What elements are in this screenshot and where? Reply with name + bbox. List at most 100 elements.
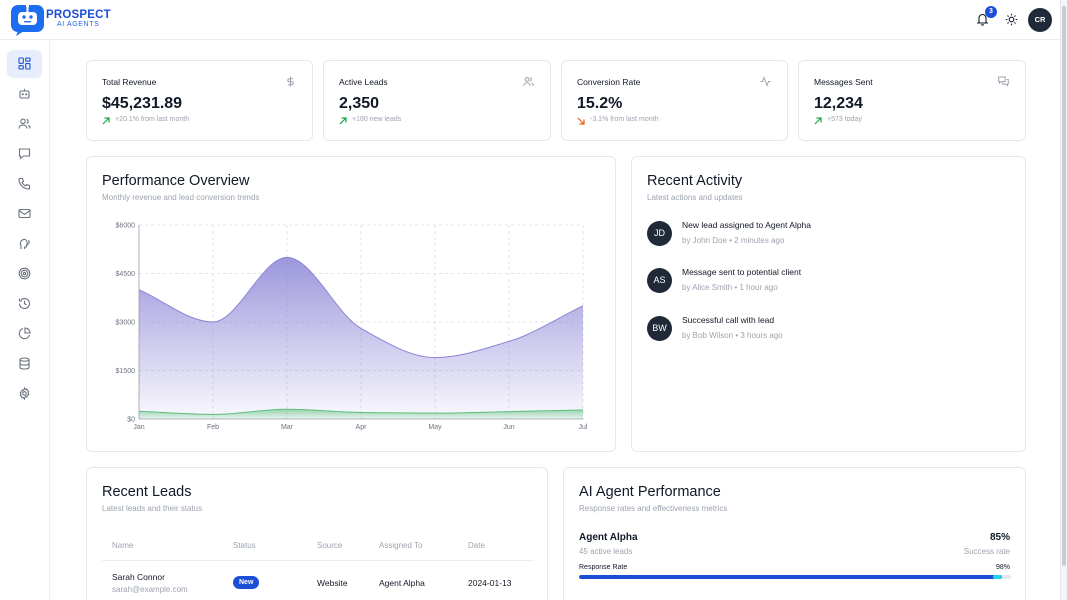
x-tick-label: Feb xyxy=(207,424,219,431)
history-icon xyxy=(18,297,30,309)
user-avatar[interactable]: CR xyxy=(1028,8,1052,32)
database-icon xyxy=(19,357,30,370)
card-subtitle: Latest actions and updates xyxy=(647,193,743,202)
lead-email: sarah@example.com xyxy=(112,585,188,594)
messages-icon xyxy=(998,76,1009,87)
brand[interactable]: PROSPECT AI AGENTS xyxy=(46,9,111,29)
response-rate-marker xyxy=(993,575,1003,579)
y-tick-label: $6000 xyxy=(116,223,136,230)
column-header-assigned[interactable]: Assigned To xyxy=(379,541,423,550)
activity-icon xyxy=(760,76,771,87)
bell-icon[interactable] xyxy=(976,12,989,26)
sidebar-item-leads[interactable] xyxy=(7,110,42,138)
agent-success-rate: 85% xyxy=(989,532,1010,543)
card-title: Recent Leads xyxy=(102,484,192,500)
column-header-source[interactable]: Source xyxy=(317,541,343,550)
x-tick-label: Apr xyxy=(356,424,368,431)
card-title: Recent Activity xyxy=(647,173,743,189)
column-header-date[interactable]: Date xyxy=(468,541,485,550)
users-icon xyxy=(523,77,534,87)
lead-name: Sarah Connor xyxy=(112,572,165,582)
sidebar-item-settings[interactable] xyxy=(7,380,42,408)
agent-name: Agent Alpha xyxy=(579,532,638,543)
card-title: AI Agent Performance xyxy=(579,484,721,500)
bot-icon xyxy=(19,88,30,99)
response-rate-label: Response Rate xyxy=(579,564,628,571)
sidebar-item-history[interactable] xyxy=(7,290,42,318)
stat-value: $45,231.89 xyxy=(102,95,183,112)
mail-icon xyxy=(18,208,31,219)
activity-meta: by Alice Smith • 1 hour ago xyxy=(682,283,778,292)
y-tick-label: $0 xyxy=(127,417,135,424)
gear-icon xyxy=(19,387,30,400)
sidebar-item-email[interactable] xyxy=(7,200,42,228)
robot-logo-icon[interactable] xyxy=(10,3,46,36)
pie-chart-icon xyxy=(18,327,31,340)
y-tick-label: $3000 xyxy=(116,320,136,327)
y-tick-label: $1500 xyxy=(116,368,136,375)
performance-chart: $0 $1500 $3000 $4500 $6000 Jan Feb Mar Apr May Jun… xyxy=(116,223,588,432)
x-tick-label: Jul xyxy=(579,424,588,431)
card-subtitle: Latest leads and their status xyxy=(102,504,203,513)
stat-label: Active Leads xyxy=(339,77,388,87)
response-rate-value: 98% xyxy=(995,564,1010,571)
target-icon xyxy=(18,267,31,280)
sidebar-item-analytics[interactable] xyxy=(7,320,42,348)
sidebar-item-goals[interactable] xyxy=(7,260,42,288)
brand-subtitle: AI AGENTS xyxy=(57,21,100,28)
dashboard-icon xyxy=(18,57,31,70)
trend-down-icon xyxy=(577,117,585,125)
card-subtitle: Monthly revenue and lead conversion tren… xyxy=(102,193,260,202)
table-divider xyxy=(102,560,534,561)
phone-icon xyxy=(18,177,31,190)
activity-avatar: AS xyxy=(647,268,672,293)
x-tick-label: Mar xyxy=(281,424,294,431)
trend-up-icon xyxy=(339,117,347,125)
message-icon xyxy=(18,148,31,160)
series-line-0 xyxy=(138,256,584,359)
activity-meta: by Bob Wilson • 3 hours ago xyxy=(682,331,783,340)
card-subtitle: Response rates and effectiveness metrics xyxy=(579,504,728,513)
series-line-1 xyxy=(138,408,584,415)
response-rate-fill xyxy=(579,575,1003,579)
agent-success-label: Success rate xyxy=(963,547,1010,556)
top-bar: PROSPECT AI AGENTS 3 CR xyxy=(0,0,1060,40)
scrollbar[interactable] xyxy=(1060,0,1067,600)
activity-avatar: JD xyxy=(647,221,672,246)
stat-delta: -3.1% from last month xyxy=(590,116,659,123)
sidebar-item-calls[interactable] xyxy=(7,170,42,198)
stat-value: 2,350 xyxy=(339,95,380,112)
column-header-status[interactable]: Status xyxy=(233,541,256,550)
y-tick-label: $4500 xyxy=(116,271,136,278)
sidebar-item-voice[interactable] xyxy=(7,230,42,258)
card-title: Performance Overview xyxy=(102,173,250,189)
response-rate-bar xyxy=(579,575,1011,579)
sidebar xyxy=(0,40,50,600)
stat-card-messages: Messages Sent 12,234 +573 today xyxy=(798,60,1026,141)
activity-avatar: BW xyxy=(647,316,672,341)
leads-card: Recent Leads Latest leads and their stat… xyxy=(86,467,548,600)
users-icon xyxy=(18,118,31,129)
scrollbar-thumb[interactable] xyxy=(1062,6,1066,566)
performance-card: Performance Overview Monthly revenue and… xyxy=(86,156,616,452)
sidebar-item-agents[interactable] xyxy=(7,80,42,108)
column-header-name[interactable]: Name xyxy=(112,541,134,550)
lead-assigned: Agent Alpha xyxy=(379,578,425,588)
activity-title: New lead assigned to Agent Alpha xyxy=(682,220,812,230)
stat-value: 15.2% xyxy=(577,95,623,112)
activity-title: Message sent to potential client xyxy=(682,267,802,277)
sidebar-item-chat[interactable] xyxy=(7,140,42,168)
sidebar-item-data[interactable] xyxy=(7,350,42,378)
activity-title: Successful call with lead xyxy=(682,315,775,325)
stat-card-conversion: Conversion Rate 15.2% -3.1% from last mo… xyxy=(561,60,788,141)
activity-meta: by John Doe • 2 minutes ago xyxy=(682,236,785,245)
notification-badge: 3 xyxy=(985,6,997,18)
trend-up-icon xyxy=(102,117,110,125)
stat-label: Total Revenue xyxy=(102,77,157,87)
sun-icon[interactable] xyxy=(1005,13,1018,26)
stat-card-leads: Active Leads 2,350 +180 new leads xyxy=(323,60,551,141)
dollar-icon xyxy=(287,76,294,87)
sidebar-item-dashboard[interactable] xyxy=(7,50,42,78)
series-area-1 xyxy=(139,409,583,419)
activity-card: Recent Activity Latest actions and updat… xyxy=(631,156,1026,452)
